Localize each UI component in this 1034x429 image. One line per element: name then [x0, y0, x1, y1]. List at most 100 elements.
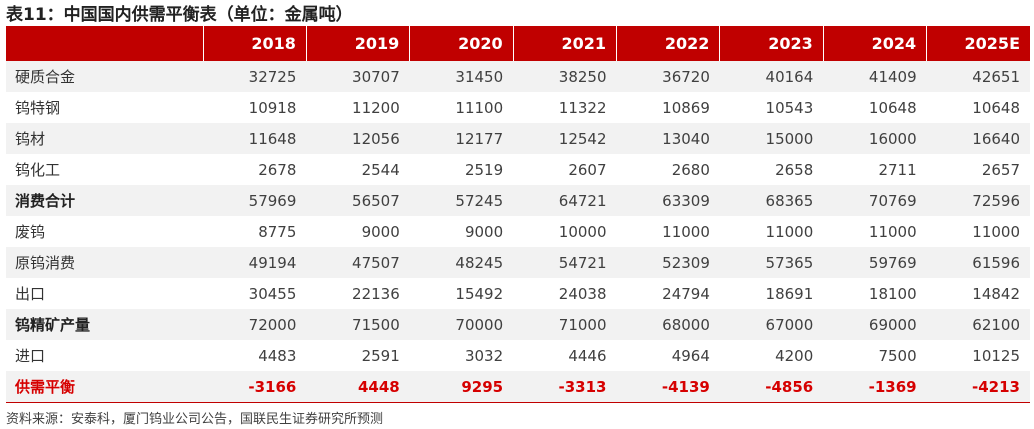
table-cell: 2591 — [361, 346, 400, 365]
table-cell: 62100 — [926, 309, 1030, 340]
header-year: 2018 — [202, 26, 307, 61]
header-row: 2018 2019 2020 2021 2022 2023 2024 2025E — [6, 26, 1030, 61]
table-row: 出口 30455 22136 15492 24038 24794 18691 1… — [6, 278, 1030, 309]
table-cell: 10869 — [662, 98, 710, 117]
table-cell: 4200 — [775, 346, 814, 365]
table-cell: 13040 — [616, 123, 720, 154]
row-label: 消费合计 — [6, 185, 203, 216]
header-year: 2023 — [719, 26, 824, 61]
table-cell: 2658 — [775, 160, 814, 179]
table-cell: 14842 — [972, 284, 1020, 303]
table-cell: 2544 — [361, 160, 400, 179]
row-label: 硬质合金 — [6, 61, 203, 92]
table-row: 钨化工 2678 2544 2519 2607 2680 2658 2711 2… — [6, 154, 1030, 185]
table-cell: -4856 — [719, 371, 824, 403]
source-note: 资料来源：安泰科，厦门钨业公司公告，国联民生证券研究所预测 — [6, 412, 384, 427]
table-cell: 40164 — [719, 61, 824, 92]
header-year: 2025E — [926, 26, 1030, 61]
table-cell: -3313 — [513, 371, 617, 403]
table-row: 钨材 11648 12056 12177 12542 13040 15000 1… — [6, 123, 1030, 154]
table-cell: 68000 — [616, 309, 720, 340]
table-cell: 10543 — [765, 98, 814, 117]
table-cell: 72000 — [203, 309, 307, 340]
table-cell: 57365 — [719, 247, 824, 278]
table-cell: 10000 — [558, 222, 607, 241]
table-cell: 15492 — [455, 284, 504, 303]
table-cell: 12542 — [513, 123, 617, 154]
table-cell: 11322 — [558, 98, 607, 117]
table-cell: 38250 — [513, 61, 617, 92]
table-cell: -4213 — [926, 371, 1030, 403]
table-cell: 9000 — [361, 222, 400, 241]
table-cell: 2657 — [981, 160, 1020, 179]
table-cell: 57245 — [409, 185, 514, 216]
table-cell: 16000 — [823, 123, 927, 154]
table-cell: 8775 — [258, 222, 297, 241]
table-cell: 42651 — [926, 61, 1030, 92]
row-label: 钨化工 — [15, 161, 61, 179]
table-cell: 11000 — [765, 222, 814, 241]
table-cell: 48245 — [409, 247, 514, 278]
table-cell: 30455 — [248, 284, 297, 303]
table-row: 硬质合金 32725 30707 31450 38250 36720 40164… — [6, 61, 1030, 92]
table-cell: 11648 — [203, 123, 307, 154]
table-cell: 24794 — [662, 284, 710, 303]
table-cell: 41409 — [823, 61, 927, 92]
table-cell: 11000 — [662, 222, 710, 241]
table-cell: 24038 — [558, 284, 607, 303]
table-cell: 56507 — [306, 185, 410, 216]
table-cell: 18691 — [765, 284, 814, 303]
table-cell: 2680 — [671, 160, 710, 179]
table-cell: 64721 — [513, 185, 617, 216]
table-cell: 4446 — [568, 346, 607, 365]
row-label: 原钨消费 — [6, 247, 203, 278]
header-year: 2022 — [615, 26, 720, 61]
table-row: 进口 4483 2591 3032 4446 4964 4200 7500 10… — [6, 340, 1030, 371]
table-cell: 22136 — [352, 284, 400, 303]
table-cell: 54721 — [513, 247, 617, 278]
table-cell: 2711 — [878, 160, 917, 179]
balance-row: 供需平衡 -3166 4448 9295 -3313 -4139 -4856 -… — [6, 371, 1030, 403]
table-cell: 11100 — [455, 98, 504, 117]
table-cell: 57969 — [203, 185, 307, 216]
table-cell: 11000 — [868, 222, 917, 241]
supply-demand-table: 2018 2019 2020 2021 2022 2023 2024 2025E… — [6, 26, 1030, 403]
row-label: 废钨 — [15, 223, 46, 241]
row-label: 出口 — [15, 285, 46, 303]
table-cell: 10648 — [972, 98, 1020, 117]
table-cell: 71000 — [513, 309, 617, 340]
table-cell: -4139 — [616, 371, 720, 403]
table-cell: 11200 — [352, 98, 400, 117]
table-cell: 10918 — [248, 98, 297, 117]
table-cell: 2678 — [258, 160, 297, 179]
table-cell: 10125 — [972, 346, 1020, 365]
table-cell: 49194 — [203, 247, 307, 278]
table-cell: 2519 — [464, 160, 504, 179]
table-cell: 9295 — [409, 371, 514, 403]
table-cell: 4448 — [306, 371, 410, 403]
table-cell: 59769 — [823, 247, 927, 278]
table-cell: 16640 — [926, 123, 1030, 154]
table-cell: 4964 — [671, 346, 710, 365]
table-cell: 70769 — [823, 185, 927, 216]
table-cell: 63309 — [616, 185, 720, 216]
table-cell: 18100 — [868, 284, 917, 303]
table-cell: 15000 — [719, 123, 824, 154]
table-cell: 12056 — [306, 123, 410, 154]
table-cell: -1369 — [823, 371, 927, 403]
table-cell: 71500 — [306, 309, 410, 340]
table-cell: 9000 — [464, 222, 504, 241]
table-cell: 70000 — [409, 309, 514, 340]
row-label: 供需平衡 — [6, 371, 203, 403]
table-cell: 7500 — [878, 346, 917, 365]
header-year: 2021 — [512, 26, 617, 61]
header-year: 2019 — [305, 26, 410, 61]
row-label: 钨材 — [6, 123, 203, 154]
table-row: 原钨消费 49194 47507 48245 54721 52309 57365… — [6, 247, 1030, 278]
table-cell: 11000 — [972, 222, 1020, 241]
table-title: 表11：中国国内供需平衡表（单位：金属吨） — [6, 5, 353, 25]
header-year: 2024 — [822, 26, 927, 61]
table-cell: 31450 — [409, 61, 514, 92]
header-cell-blank — [6, 26, 203, 61]
table-cell: 61596 — [926, 247, 1030, 278]
